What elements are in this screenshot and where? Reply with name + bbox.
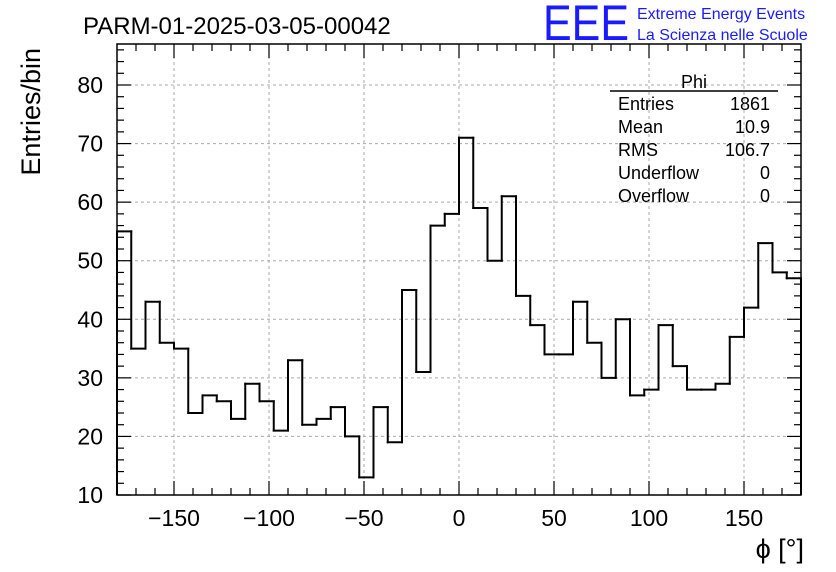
stats-row-label: RMS bbox=[618, 140, 658, 160]
chart-title: PARM-01-2025-03-05-00042 bbox=[83, 13, 391, 40]
stats-box: Phi Entries 1861 Mean 10.9 RMS 106.7 Underflow… bbox=[610, 72, 778, 206]
stats-row-value: 0 bbox=[760, 186, 770, 206]
y-tick-label: 40 bbox=[77, 306, 103, 332]
y-tick-label: 20 bbox=[77, 423, 103, 449]
y-tick-label: 80 bbox=[77, 72, 103, 98]
x-tick-label: −50 bbox=[344, 505, 383, 531]
stats-row-label: Overflow bbox=[618, 186, 690, 206]
stats-row-value: 0 bbox=[760, 163, 770, 183]
y-tick-label: 50 bbox=[77, 248, 103, 274]
y-axis-title: Entries/bin bbox=[16, 48, 46, 176]
y-tick-label: 30 bbox=[77, 365, 103, 391]
stats-title: Phi bbox=[681, 72, 707, 92]
stats-row-value: 10.9 bbox=[735, 117, 770, 137]
logo-line-2: La Scienza nelle Scuole bbox=[637, 27, 808, 44]
stats-row-label: Underflow bbox=[618, 163, 700, 183]
eee-logo: EEE Extreme Energy Events La Scienza nel… bbox=[543, 0, 808, 51]
y-tick-label: 70 bbox=[77, 131, 103, 157]
x-tick-label: −150 bbox=[148, 505, 200, 531]
x-tick-label: 100 bbox=[630, 505, 668, 531]
eee-logo-mark: EEE bbox=[543, 0, 629, 51]
x-tick-label: 0 bbox=[453, 505, 466, 531]
x-axis-title: ϕ [°] bbox=[756, 534, 804, 564]
axis-ticks: −150 −100 −50 0 50 100 150 10 20 30 40 50 60 70 80 bbox=[77, 44, 801, 531]
x-tick-label: 50 bbox=[541, 505, 567, 531]
stats-rows: Entries 1861 Mean 10.9 RMS 106.7 Underflow 0 Ove… bbox=[618, 94, 770, 206]
stats-row-value: 1861 bbox=[730, 94, 770, 114]
logo-line-1: Extreme Energy Events bbox=[637, 6, 805, 23]
stats-row-value: 106.7 bbox=[725, 140, 770, 160]
stats-row-label: Mean bbox=[618, 117, 663, 137]
y-tick-label: 10 bbox=[77, 482, 103, 508]
x-tick-label: −100 bbox=[243, 505, 295, 531]
stats-row-label: Entries bbox=[618, 94, 674, 114]
x-tick-label: 150 bbox=[725, 505, 763, 531]
grid-lines bbox=[117, 44, 801, 496]
y-tick-label: 60 bbox=[77, 189, 103, 215]
